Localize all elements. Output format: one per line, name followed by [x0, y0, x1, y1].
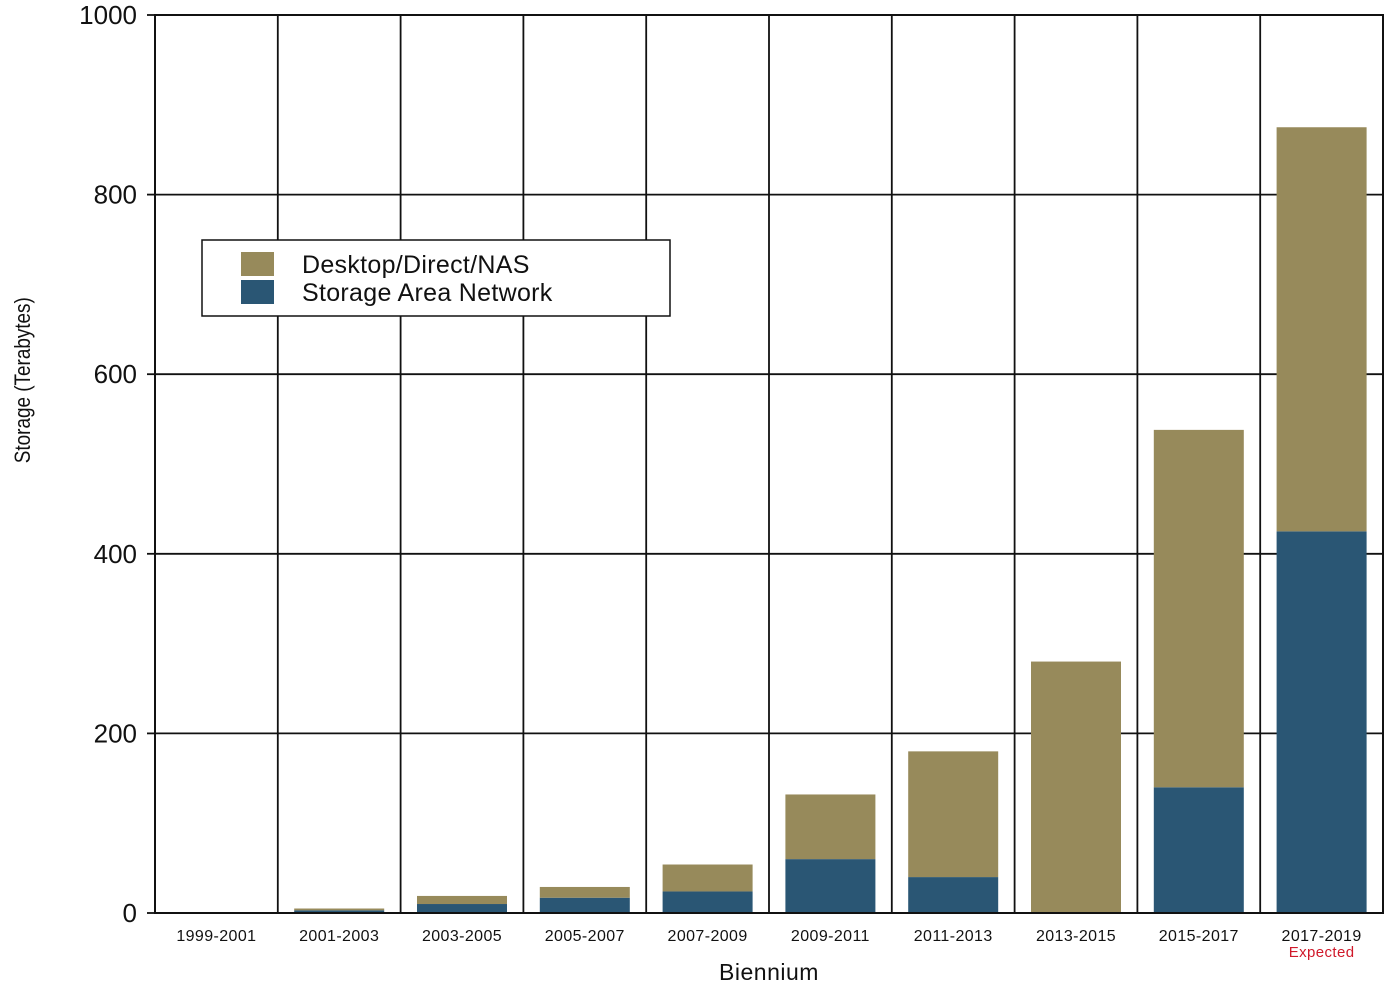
bars [171, 127, 1367, 914]
x-tick-note: Expected [1289, 944, 1355, 961]
bar-segment [539, 886, 630, 898]
bar-segment [662, 891, 753, 913]
x-tick-label: 2005-2007 [545, 928, 625, 945]
x-tick-label: 2015-2017 [1159, 928, 1239, 945]
y-tick-label: 200 [94, 718, 137, 748]
x-tick-label: 2001-2003 [299, 928, 379, 945]
bar-segment [294, 908, 385, 911]
y-tick-label: 400 [94, 539, 137, 569]
y-tick-label: 1000 [79, 0, 137, 30]
legend-swatch [241, 280, 274, 304]
bar-segment [785, 859, 876, 913]
y-tick-label: 800 [94, 180, 137, 210]
y-tick-label: 600 [94, 359, 137, 389]
bar-segment [785, 794, 876, 860]
bar-segment [417, 904, 507, 913]
bar-segment [1276, 531, 1367, 913]
bar-segment [1031, 661, 1121, 913]
bar-segment [662, 864, 753, 892]
legend-box [201, 239, 671, 317]
bar-segment [908, 877, 999, 913]
x-axis-label: Biennium [719, 959, 819, 985]
legend-label: Storage Area Network [302, 279, 553, 307]
y-tick-label: 0 [123, 898, 137, 928]
x-tick-label: 2003-2005 [422, 928, 502, 945]
x-tick-label: 2017-2019 [1282, 928, 1362, 945]
y-tick-labels: 0 200 400 600 800 1000 [79, 0, 155, 928]
bar-segment [1153, 429, 1244, 788]
legend-label: Desktop/Direct/NAS [302, 251, 530, 279]
bar-segment [539, 897, 630, 913]
bar-segment [1153, 787, 1244, 913]
bar-segment [1276, 127, 1367, 532]
x-tick-label: 2011-2013 [914, 928, 993, 945]
x-tick-labels: 1999-2001 2001-2003 2003-2005 2005-2007 2007… [176, 928, 1361, 961]
x-tick-label: 2009-2011 [791, 928, 870, 945]
x-tick-label: 1999-2001 [176, 928, 256, 945]
legend-swatch [241, 252, 274, 276]
bar-segment [908, 751, 999, 878]
y-axis-label: Storage (Terabytes) [11, 297, 36, 463]
plot-frame [154, 14, 1384, 914]
bar-segment [417, 895, 507, 905]
bar-segment [294, 910, 385, 913]
x-tick-label: 2013-2015 [1036, 928, 1116, 945]
x-tick-label: 2007-2009 [668, 928, 748, 945]
